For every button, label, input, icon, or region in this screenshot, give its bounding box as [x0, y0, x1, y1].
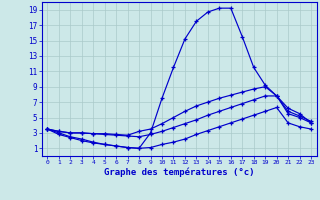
- X-axis label: Graphe des températures (°c): Graphe des températures (°c): [104, 168, 254, 177]
